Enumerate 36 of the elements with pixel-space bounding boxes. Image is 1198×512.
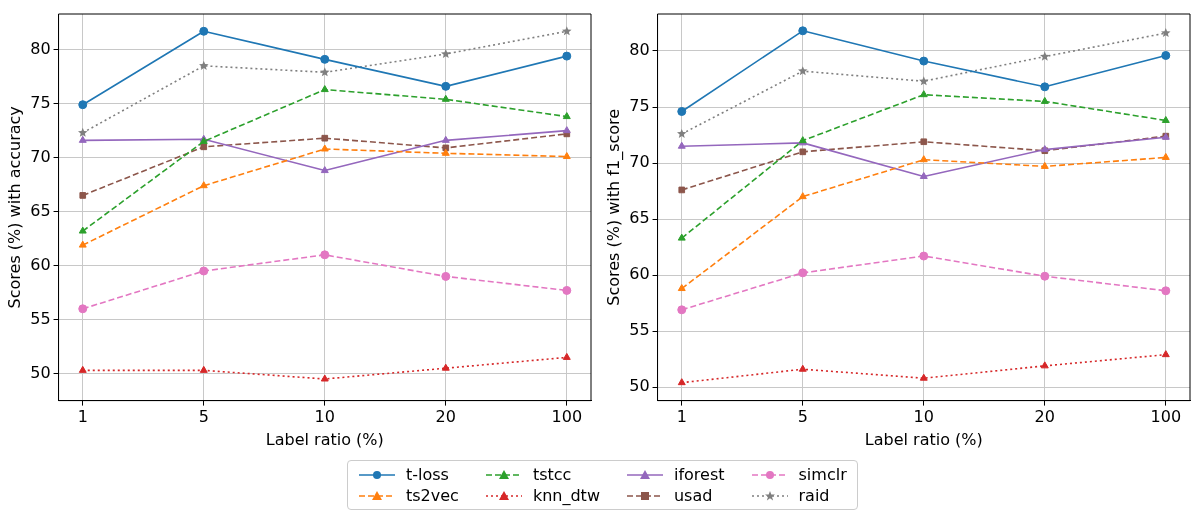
legend-label: t-loss [406,465,449,484]
y-tick-label: 55 [629,320,650,340]
y-tick-label: 80 [30,38,51,58]
y-tick-label: 50 [629,376,650,396]
y-tick-label: 80 [629,40,650,60]
x-tick-label: 5 [797,407,808,427]
y-tick-label: 75 [629,96,650,116]
y-tick-label: 55 [30,308,51,328]
x-tick-label: 10 [314,407,335,427]
y-axis-title: Scores (%) with accuracy [4,106,24,309]
y-tick-label: 70 [629,152,650,172]
y-tick-label: 65 [30,200,51,220]
x-tick-label: 1 [77,407,88,427]
x-tick-label: 100 [551,407,583,427]
legend-label: knn_dtw [532,486,600,505]
x-tick-label: 20 [1034,407,1055,427]
x-tick-label: 10 [913,407,934,427]
x-axis-title: Label ratio (%) [864,429,983,449]
x-axis-title: Label ratio (%) [265,429,384,449]
y-axis-title: Scores (%) with f1_score [603,108,624,306]
legend-label: simclr [798,465,847,484]
y-tick-label: 60 [30,254,51,274]
x-tick-label: 100 [1150,407,1182,427]
x-tick-label: 1 [676,407,687,427]
x-tick-label: 5 [198,407,209,427]
y-tick-label: 70 [30,146,51,166]
legend-label: raid [798,486,830,505]
legend-label: ts2vec [406,486,459,505]
x-tick-label: 20 [435,407,456,427]
y-tick-label: 65 [629,208,650,228]
legend-label: tstcc [532,465,572,484]
y-tick-label: 75 [30,92,51,112]
legend-label: usad [673,486,713,505]
y-tick-label: 60 [629,264,650,284]
y-tick-label: 50 [30,362,51,382]
legend-label: iforest [673,465,725,484]
